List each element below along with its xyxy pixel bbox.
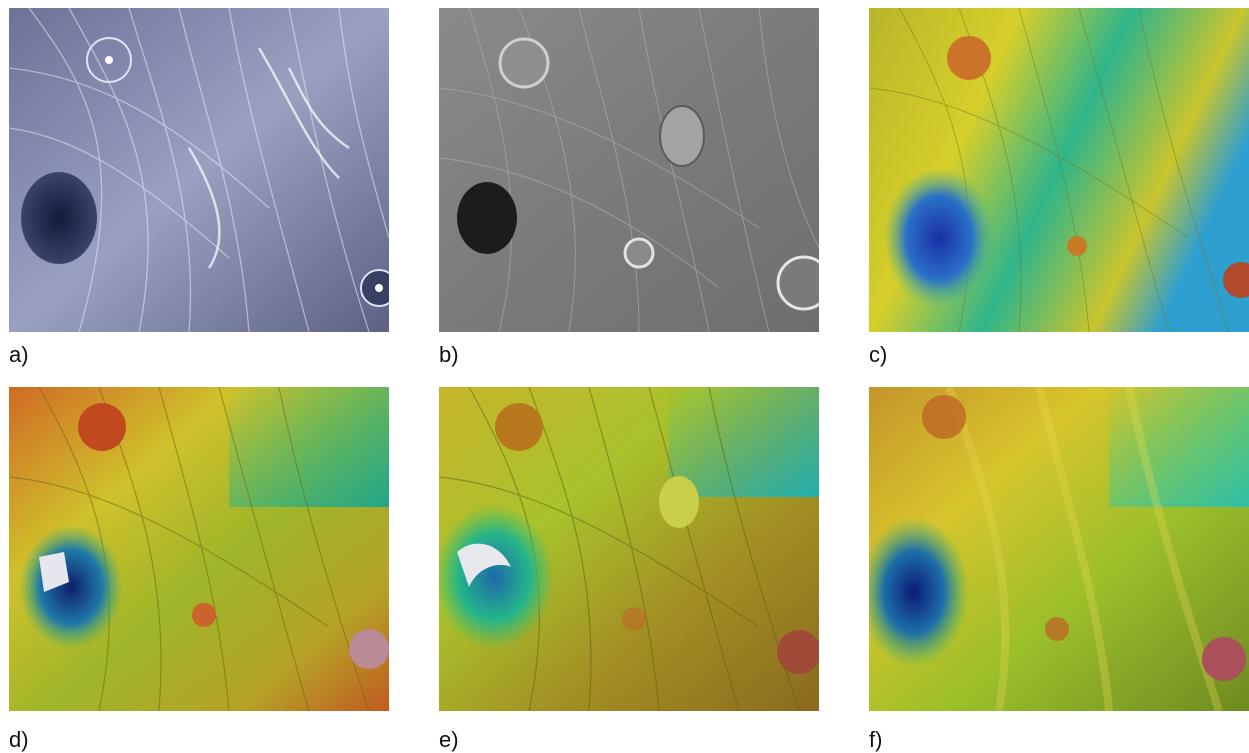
panel-c-label: c) bbox=[869, 342, 888, 367]
panel-e-height-map-3d bbox=[439, 387, 819, 711]
panel-a-optical-image bbox=[9, 8, 389, 332]
panel-f-height-map-smooth bbox=[869, 387, 1249, 711]
panel-d-label: d) bbox=[9, 727, 29, 752]
panel-a-label: a) bbox=[9, 342, 29, 367]
panel-c-height-map bbox=[869, 8, 1249, 332]
panel-e-label: e) bbox=[439, 727, 459, 752]
panel-b-label: b) bbox=[439, 342, 459, 367]
panel-d-height-map-3d bbox=[9, 387, 389, 711]
panel-f-label: f) bbox=[869, 727, 883, 752]
panel-b-sem-image bbox=[439, 8, 819, 332]
